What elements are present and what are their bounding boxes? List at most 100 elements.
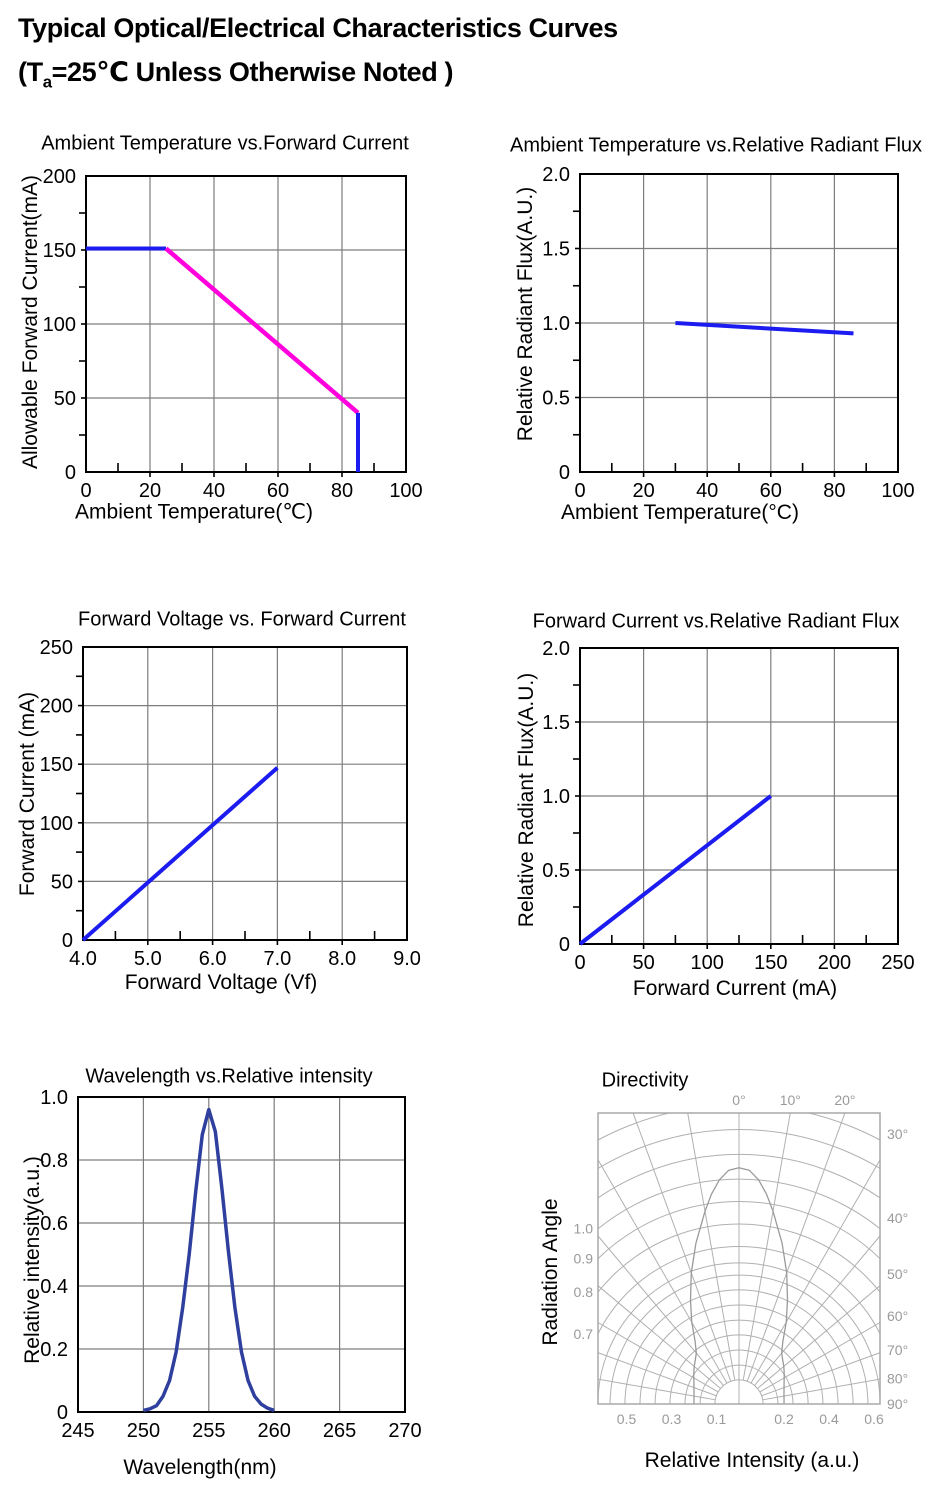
polar-spoke bbox=[687, 1113, 736, 1381]
angle-label: 0° bbox=[732, 1092, 745, 1108]
angle-label: 10° bbox=[780, 1092, 801, 1108]
chart1-title: Ambient Temperature vs.Forward Current bbox=[41, 132, 409, 155]
radial-label: 0.3 bbox=[662, 1411, 682, 1427]
x-tick-label: 0 bbox=[80, 480, 91, 502]
chart5-y-axis-label: Relative intensity(a.u.) bbox=[21, 1156, 44, 1364]
y-tick-label: 0 bbox=[57, 1402, 68, 1424]
y-tick-label: 1.5 bbox=[542, 239, 570, 261]
polar-spoke bbox=[761, 1352, 880, 1397]
plot-border bbox=[579, 647, 899, 945]
chart4-y-axis-label: Relative Radiant Flux(A.U.) bbox=[515, 672, 538, 928]
x-tick-label: 60 bbox=[760, 480, 782, 502]
polar-spoke bbox=[759, 1322, 880, 1393]
x-tick-label: 20 bbox=[139, 480, 161, 502]
series-flux-vs-temp bbox=[675, 321, 854, 336]
chart3-y-axis-label: Forward Current (mA) bbox=[16, 691, 39, 897]
x-tick-label: 270 bbox=[388, 1420, 421, 1442]
radial-label: 0.5 bbox=[617, 1411, 637, 1427]
y-tick-label: 150 bbox=[40, 754, 73, 776]
y-tick-label: 100 bbox=[40, 813, 73, 835]
polar-spoke bbox=[750, 1158, 880, 1384]
chart4-x-axis-label: Forward Current (mA) bbox=[632, 977, 838, 1000]
x-tick-label: 255 bbox=[192, 1420, 225, 1442]
y-tick-label: 0 bbox=[559, 462, 570, 484]
x-tick-label: 5.0 bbox=[134, 948, 162, 970]
y-tick-label: 1.0 bbox=[542, 313, 570, 335]
x-tick-label: 60 bbox=[267, 480, 289, 502]
x-tick-label: 7.0 bbox=[263, 948, 291, 970]
radial-label: 0.4 bbox=[819, 1411, 839, 1427]
y-tick-label: 2.0 bbox=[542, 164, 570, 186]
y-tick-label: 1.0 bbox=[40, 1087, 68, 1109]
series-directivity-lobe bbox=[689, 1167, 789, 1404]
chart1-x-axis-label: Ambient Temperature(℃) bbox=[75, 500, 313, 524]
polar-border bbox=[597, 1112, 881, 1405]
y-tick-label: 1.5 bbox=[542, 712, 570, 734]
x-tick-label: 260 bbox=[258, 1420, 291, 1442]
chart2-title: Ambient Temperature vs.Relative Radiant … bbox=[509, 134, 923, 157]
angle-label: 30° bbox=[887, 1126, 908, 1142]
polar-spoke bbox=[757, 1285, 880, 1389]
radial-label: 0.2 bbox=[774, 1411, 794, 1427]
plot-border bbox=[579, 173, 899, 473]
y-tick-label: 150 bbox=[43, 240, 76, 262]
polar-spoke bbox=[632, 1113, 732, 1382]
x-tick-label: 50 bbox=[632, 952, 654, 974]
chart4-title: Forward Current vs.Relative Radiant Flux bbox=[532, 610, 900, 633]
angle-label: 70° bbox=[887, 1342, 908, 1358]
polar-spoke bbox=[598, 1285, 721, 1389]
y-tick-label: 0.8 bbox=[40, 1150, 68, 1172]
series-flux-vs-current bbox=[578, 794, 773, 946]
series-derating-slope bbox=[164, 246, 360, 415]
plot-border bbox=[85, 175, 407, 473]
polar-spoke bbox=[754, 1235, 880, 1386]
radial-label: 0.9 bbox=[574, 1251, 594, 1267]
subscript-a: a bbox=[42, 72, 52, 92]
x-tick-label: 80 bbox=[823, 480, 845, 502]
polar-spoke bbox=[742, 1113, 791, 1381]
x-tick-label: 150 bbox=[754, 952, 787, 974]
x-tick-label: 20 bbox=[632, 480, 654, 502]
chart3-plot: 4.0 5.0 6.0 7.0 8.0 9.0 0 50 100 150 200 250 bbox=[40, 637, 421, 970]
y-tick-label: 0.5 bbox=[542, 860, 570, 882]
y-tick-label: 200 bbox=[43, 166, 76, 188]
y-tick-label: 0.5 bbox=[542, 388, 570, 410]
x-tick-label: 0 bbox=[574, 952, 585, 974]
angle-label: 60° bbox=[887, 1308, 908, 1324]
y-tick-label: 0 bbox=[62, 930, 73, 952]
y-tick-label: 100 bbox=[43, 314, 76, 336]
page-title: Typical Optical/Electrical Characteristi… bbox=[18, 6, 618, 104]
page-title-line1: Typical Optical/Electrical Characteristi… bbox=[18, 13, 618, 43]
series-emission-spectrum bbox=[142, 1107, 275, 1413]
chart6-x-axis-label: Relative Intensity (a.u.) bbox=[644, 1449, 860, 1472]
y-tick-label: 0.4 bbox=[40, 1276, 68, 1298]
chart2-x-axis-label: Ambient Temperature(°C) bbox=[561, 501, 799, 524]
polar-spoke bbox=[746, 1113, 846, 1382]
polar-spoke bbox=[598, 1235, 724, 1386]
chart6-title: Directivity bbox=[601, 1069, 689, 1092]
y-tick-label: 1.0 bbox=[542, 786, 570, 808]
x-tick-label: 4.0 bbox=[69, 948, 97, 970]
x-tick-label: 100 bbox=[389, 480, 422, 502]
x-tick-label: 6.0 bbox=[199, 948, 227, 970]
radial-label: 0.1 bbox=[707, 1411, 727, 1427]
x-tick-label: 80 bbox=[331, 480, 353, 502]
radial-label: 0.7 bbox=[574, 1326, 594, 1342]
x-tick-label: 9.0 bbox=[393, 948, 421, 970]
polar-spoke bbox=[598, 1158, 728, 1384]
chart5-title: Wavelength vs.Relative intensity bbox=[85, 1065, 373, 1088]
chart5-x-axis-label: Wavelength(nm) bbox=[123, 1456, 277, 1479]
x-tick-label: 40 bbox=[203, 480, 225, 502]
radial-label: 0.6 bbox=[864, 1411, 884, 1427]
x-tick-label: 40 bbox=[696, 480, 718, 502]
chart1-plot: 0 20 40 60 80 100 0 50 100 150 200 bbox=[43, 166, 423, 502]
x-tick-label: 250 bbox=[127, 1420, 160, 1442]
x-tick-label: 100 bbox=[691, 952, 724, 974]
series-vf-if-curve bbox=[81, 766, 279, 942]
chart3-title: Forward Voltage vs. Forward Current bbox=[78, 608, 406, 631]
y-tick-label: 200 bbox=[40, 696, 73, 718]
y-tick-label: 0 bbox=[559, 934, 570, 956]
angle-label: 40° bbox=[887, 1210, 908, 1226]
chart3-x-axis-label: Forward Voltage (Vf) bbox=[124, 971, 318, 994]
